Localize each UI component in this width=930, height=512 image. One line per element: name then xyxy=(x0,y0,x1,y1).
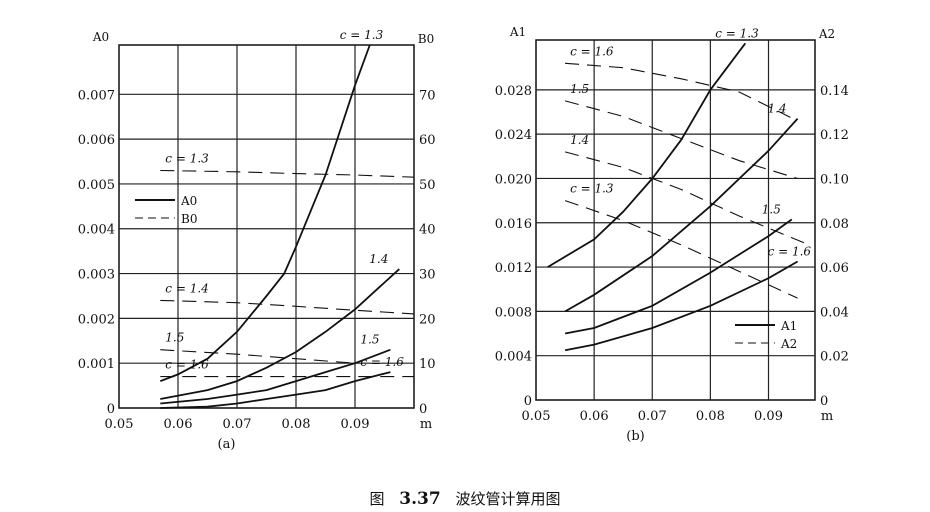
panel-a-y-left-tick-label: 0.003 xyxy=(78,268,115,283)
panel-b-x-axis-label: m xyxy=(821,409,833,424)
panel-b-y-left-tick-label: 0.028 xyxy=(495,84,532,99)
panel-b-legend-label: A2 xyxy=(780,337,797,351)
panel-b-series-line xyxy=(564,200,798,299)
panel-b-series-label: c = 1.3 xyxy=(570,182,614,196)
panel-a-series-label: c = 1.3 xyxy=(165,151,209,165)
panel-a-series-label: 1.5 xyxy=(360,333,379,347)
panel-b-panel-label: (b) xyxy=(626,429,644,444)
panel-b-y-left-tick-label: 0.008 xyxy=(495,305,532,320)
panel-b-y-right-tick-label: 0.12 xyxy=(820,128,849,143)
panel-b-y-right-axis-label: A2 xyxy=(818,27,835,41)
panel-a-series-label: c = 1.6 xyxy=(165,358,209,372)
panel-a-y-left-tick-label: 0.001 xyxy=(78,357,115,372)
panel-a-series-label: c = 1.4 xyxy=(165,281,209,295)
panel-b-y-right-tick-label: 0.02 xyxy=(820,350,849,365)
panel-b-series-label: c = 1.6 xyxy=(570,44,614,58)
panel-b-y-left-tick-label: 0.004 xyxy=(495,350,532,365)
panel-b-y-right-tick-label: 0.04 xyxy=(820,305,849,320)
panel-b-x-tick-label: 0.09 xyxy=(754,409,783,424)
panel-b-series-line xyxy=(564,151,810,246)
panel-a-series-label: c = 1.6 xyxy=(360,355,404,369)
panel-b-series-line xyxy=(564,260,799,352)
panel-a-y-left-tick-label: 0 xyxy=(107,402,115,417)
panel-a-y-right-axis-label: B0 xyxy=(418,32,434,46)
panel-a-y-left-tick-label: 0.004 xyxy=(78,223,115,238)
panel-a-series-line xyxy=(160,268,400,400)
panel-a-plot-frame xyxy=(118,44,415,409)
panel-a-y-right-tick-label: 10 xyxy=(419,357,436,372)
panel-a-y-right-tick-label: 0 xyxy=(419,402,427,417)
panel-a-y-left-tick-label: 0.002 xyxy=(78,312,115,327)
panel-a-y-left-tick-label: 0.006 xyxy=(78,133,115,148)
panel-b-y-left-tick-label: 0.012 xyxy=(495,261,532,276)
panel-a-x-axis-label: m xyxy=(420,417,432,432)
panel-b-y-left-axis-label: A1 xyxy=(509,25,526,39)
panel-a-x-tick-label: 0.09 xyxy=(341,417,370,432)
panel-b-y-left-tick-label: 0.020 xyxy=(495,172,532,187)
panel-b-legend-label: A1 xyxy=(780,319,797,333)
caption-prefix: 图 xyxy=(369,490,385,508)
panel-a-y-right-tick-label: 40 xyxy=(419,223,436,238)
panel-a-panel-label: (a) xyxy=(218,437,236,452)
panel-b-y-left-tick-label: 0 xyxy=(524,394,532,409)
panel-a-x-tick-label: 0.07 xyxy=(223,417,252,432)
panel-b-series-line xyxy=(564,100,798,180)
figure-caption: 图 3.37 波纹管计算用图 xyxy=(0,488,930,509)
panel-b-y-right-tick-label: 0.08 xyxy=(820,217,849,232)
panel-a-legend-label: B0 xyxy=(181,212,197,226)
panel-a-series-line xyxy=(159,44,371,382)
panel-b-y-right-tick-label: 0.14 xyxy=(820,84,849,99)
panel-b-series-line xyxy=(564,218,793,335)
panel-a-y-right-tick-label: 50 xyxy=(419,178,436,193)
panel-a-series-label: 1.4 xyxy=(369,252,388,266)
panel-a-legend-label: A0 xyxy=(180,194,197,208)
panel-a-series-line xyxy=(160,371,391,409)
panel-a-x-tick-label: 0.06 xyxy=(164,417,193,432)
panel-a-series-line xyxy=(160,349,356,364)
panel-b-y-right-tick-label: 0.06 xyxy=(820,261,849,276)
panel-b-series-label: c = 1.3 xyxy=(715,26,759,40)
panel-b-series-line xyxy=(564,117,799,313)
panel-a-y-right-tick-label: 20 xyxy=(419,312,436,327)
panel-a-series-label: 1.5 xyxy=(165,331,184,345)
panel-b-y-left-tick-label: 0.024 xyxy=(495,128,532,143)
panel-b-x-tick-label: 0.06 xyxy=(580,409,609,424)
caption-text: 波纹管计算用图 xyxy=(455,490,561,508)
panel-a-y-left-tick-label: 0.005 xyxy=(78,178,115,193)
panel-b-y-left-tick-label: 0.016 xyxy=(495,217,532,232)
panel-a-series-line xyxy=(160,299,415,315)
caption-number: 3.37 xyxy=(399,489,441,509)
panel-a-y-right-tick-label: 60 xyxy=(419,133,436,148)
panel-b-series-label: c = 1.6 xyxy=(768,245,812,259)
panel-b-y-right-tick-label: 0.10 xyxy=(820,172,849,187)
panel-b-series-label: 1.5 xyxy=(570,82,589,96)
panel-b-x-tick-label: 0.08 xyxy=(696,409,725,424)
panel-a-series-line xyxy=(160,348,391,405)
panel-a-y-right-tick-label: 30 xyxy=(419,268,436,283)
panel-a-series-line xyxy=(160,169,415,178)
panel-a-y-left-axis-label: A0 xyxy=(92,30,109,44)
panel-b-x-tick-label: 0.07 xyxy=(638,409,667,424)
panel-b-series-label: 1.4 xyxy=(768,102,787,116)
panel-b-series-line xyxy=(565,62,798,122)
panel-a-y-left-tick-label: 0.007 xyxy=(78,88,115,103)
panel-b-x-tick-label: 0.05 xyxy=(522,409,551,424)
panel-b-series-label: 1.4 xyxy=(570,133,589,147)
panel-b-y-right-tick-label: 0 xyxy=(820,394,828,409)
panel-a-x-tick-label: 0.08 xyxy=(282,417,311,432)
panel-a-x-tick-label: 0.05 xyxy=(105,417,134,432)
panel-a-series-label: c = 1.3 xyxy=(340,28,384,42)
panel-b-series-label: 1.5 xyxy=(762,202,781,216)
panel-a-y-right-tick-label: 70 xyxy=(419,88,436,103)
